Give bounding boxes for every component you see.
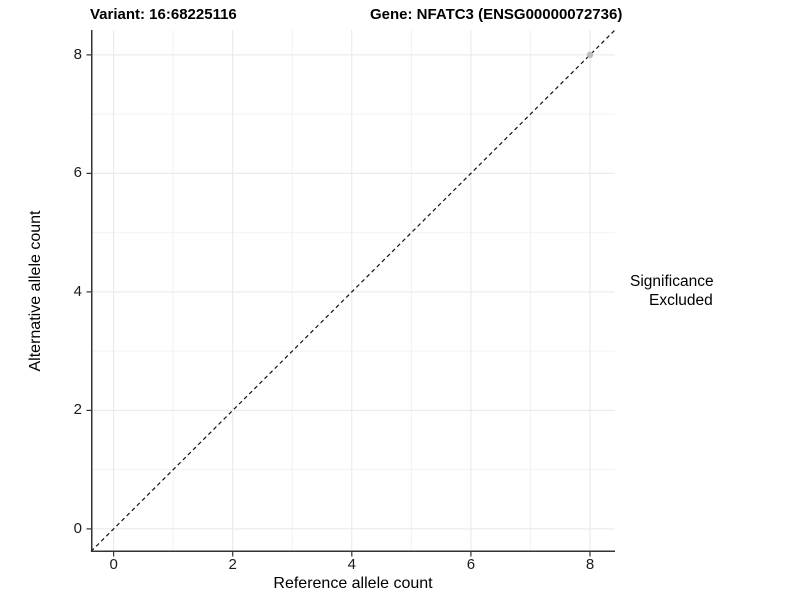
y-tick-label: 0 [73,519,82,537]
legend-title: Significance [630,273,714,290]
y-tick-label: 8 [73,45,82,63]
x-axis-title: Reference allele count [273,575,433,592]
plot-title-variant: Variant: 16:68225116 [90,6,237,23]
x-tick-label: 6 [466,556,476,573]
plot-title-gene: Gene: NFATC3 (ENSG00000072736) [370,6,623,23]
plot-panel [86,29,616,557]
x-tick-label: 8 [585,556,595,573]
data-point [586,51,594,59]
legend: Significance Excluded [630,273,714,310]
x-tick-label: 4 [347,556,356,573]
y-tick-label: 6 [73,164,82,182]
y-axis-title: Alternative allele count [27,210,44,372]
legend-item-excluded: Excluded [630,292,714,310]
y-tick-label: 4 [73,282,82,300]
x-tick-label: 2 [228,556,237,573]
legend-marker-circle-icon [633,297,642,306]
plot-canvas [86,29,616,557]
legend-item-label: Excluded [649,292,713,309]
x-tick-label: 0 [109,556,118,573]
y-tick-label: 2 [73,401,82,419]
